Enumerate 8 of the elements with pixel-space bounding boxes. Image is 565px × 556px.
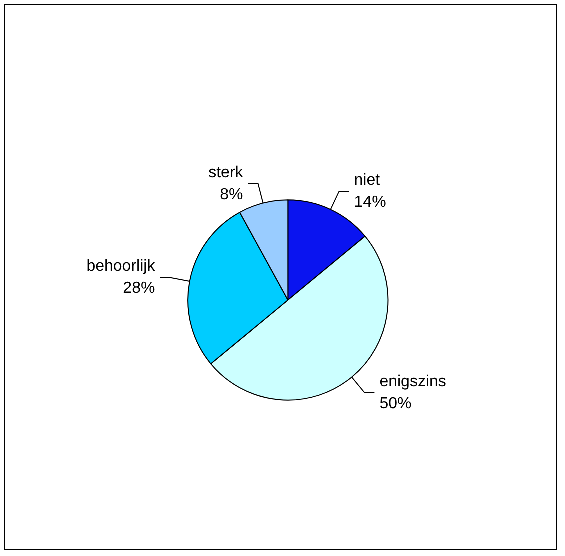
slice-label: sterk <box>208 164 244 182</box>
slice-label: behoorlijk <box>86 258 156 276</box>
data-label: 8% <box>220 186 244 204</box>
data-label: 28% <box>123 280 156 298</box>
slice-label: enigszins <box>380 373 446 390</box>
data-label: 50% <box>380 395 412 412</box>
slice-label: niet <box>354 172 381 190</box>
data-label: 14% <box>354 194 386 212</box>
